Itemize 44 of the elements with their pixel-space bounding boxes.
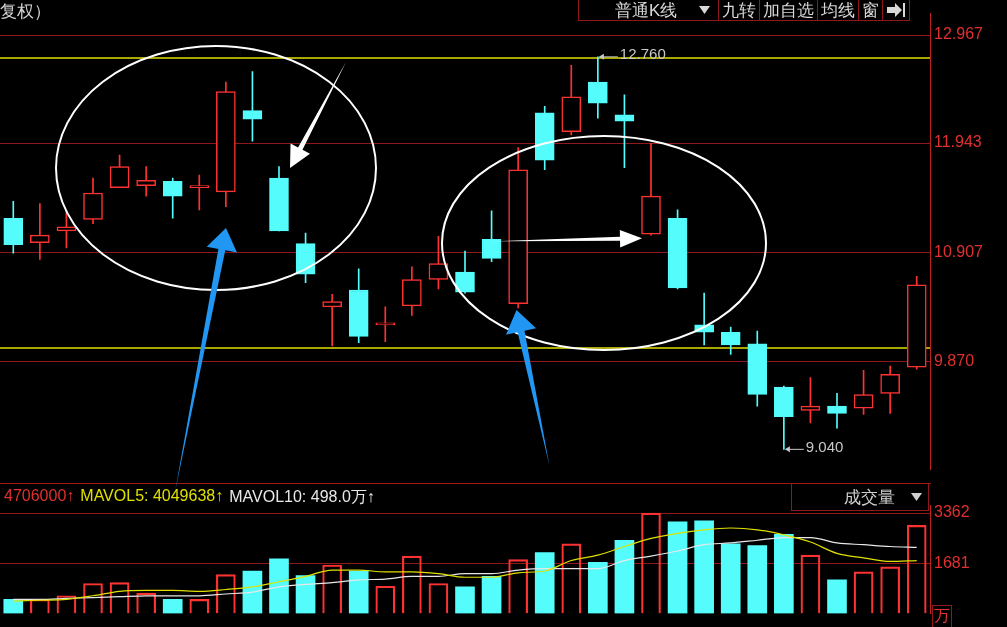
bar [667, 521, 688, 614]
y-tick-label: 11.943 [934, 133, 982, 151]
chart-title: 复权） [0, 1, 51, 23]
line-series [12, 527, 918, 602]
y-tick-label: 10.907 [934, 242, 984, 260]
button: 普通K线 [578, 0, 720, 21]
bar [720, 543, 741, 614]
text: 4049638↑ [152, 487, 224, 504]
button: 均线 [818, 0, 860, 21]
bar [481, 576, 502, 614]
candlestick [136, 166, 156, 197]
annotation: 9.040 [805, 437, 844, 455]
bar [694, 520, 714, 614]
bar [614, 539, 635, 614]
button: 窗 [859, 0, 884, 21]
chart-title: 成交量 [844, 486, 895, 509]
bar [588, 562, 608, 614]
annotation: 普通K线 [615, 0, 678, 21]
bar [295, 575, 316, 614]
candlestick [30, 203, 50, 260]
bar [455, 586, 475, 614]
bar [774, 533, 794, 614]
candlestick [322, 293, 342, 347]
y-axis-title: 万 [932, 605, 952, 627]
y-tick-label: 9.870 [934, 352, 975, 370]
y-tick-label: 12.967 [934, 25, 984, 43]
text: 4706000↑ [4, 487, 75, 504]
button: 九转 [719, 0, 761, 21]
y-tick-label: 3362 [934, 503, 970, 521]
dropdown-field: 成交量 [791, 484, 929, 511]
candlestick [375, 306, 396, 343]
bar [534, 552, 555, 614]
bar [747, 545, 768, 614]
candlestick [827, 393, 847, 429]
button: 加自选 [760, 0, 819, 21]
y-tick-label: 1681 [934, 553, 970, 571]
text: MAVOL5: [80, 487, 149, 504]
candlestick [189, 174, 210, 211]
bar [827, 579, 847, 614]
text: MAVOL10: [229, 488, 307, 505]
bar [162, 599, 183, 614]
bar [269, 558, 289, 614]
bar [348, 570, 369, 614]
text: 498.0万↑ [310, 488, 375, 505]
